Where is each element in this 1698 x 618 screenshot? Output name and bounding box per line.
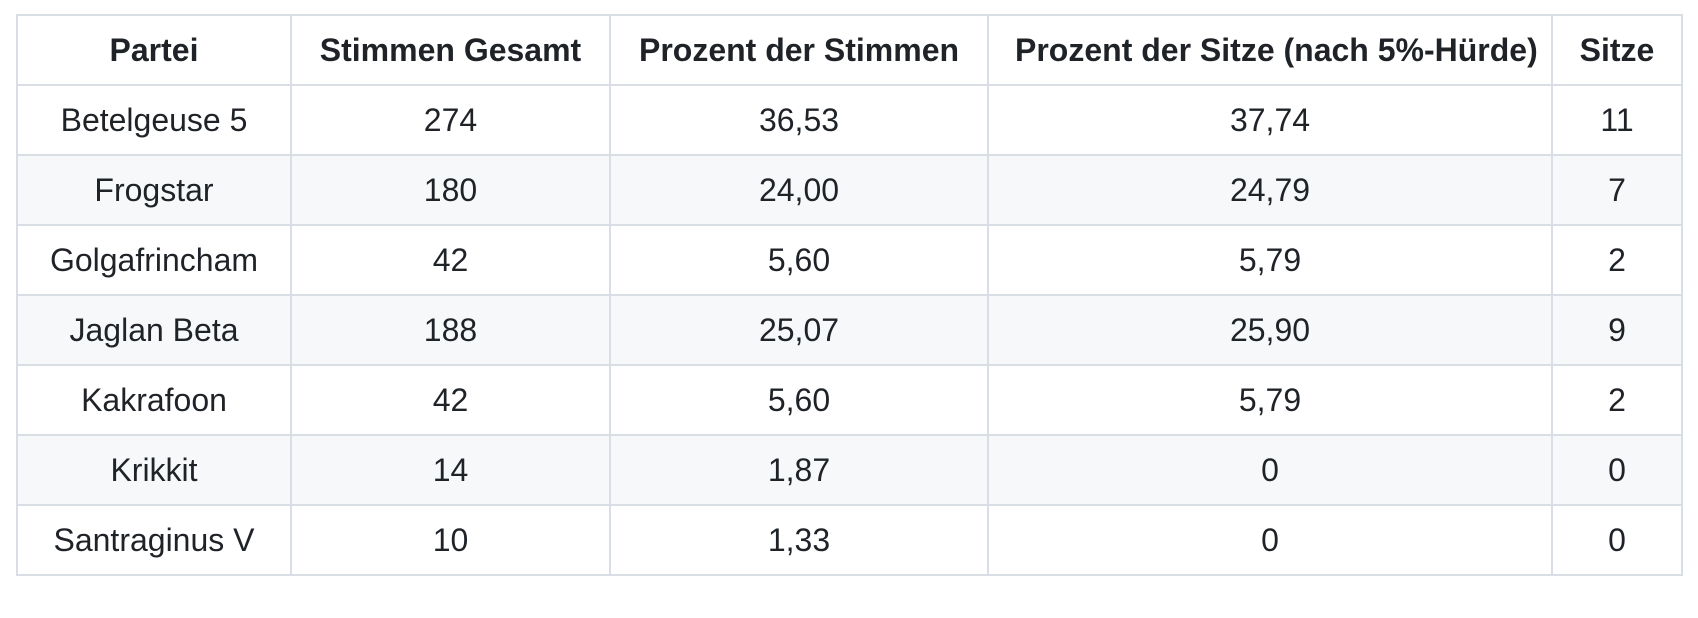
party-name-cell: Jaglan Beta [16,294,292,366]
party-name-cell: Betelgeuse 5 [16,84,292,156]
cell-prozent_der_stimmen: 1,87 [609,434,989,506]
cell-stimmen_gesamt: 42 [290,364,611,436]
cell-prozent_der_sitze: 37,74 [987,84,1553,156]
cell-prozent_der_sitze: 24,79 [987,154,1553,226]
cell-stimmen_gesamt: 188 [290,294,611,366]
party-name-cell: Golgafrincham [16,224,292,296]
table-row: Frogstar 180 24,00 24,79 7 [16,154,1683,226]
cell-sitze: 9 [1551,294,1683,366]
table-row: Santraginus V 10 1,33 0 0 [16,504,1683,576]
cell-prozent_der_sitze: 5,79 [987,364,1553,436]
cell-stimmen_gesamt: 180 [290,154,611,226]
cell-sitze: 2 [1551,224,1683,296]
cell-prozent_der_sitze: 0 [987,434,1553,506]
table-row: Kakrafoon 42 5,60 5,79 2 [16,364,1683,436]
party-name-cell: Krikkit [16,434,292,506]
cell-prozent_der_stimmen: 5,60 [609,364,989,436]
table-row: Betelgeuse 5 274 36,53 37,74 11 [16,84,1683,156]
cell-stimmen_gesamt: 274 [290,84,611,156]
cell-sitze: 2 [1551,364,1683,436]
cell-sitze: 11 [1551,84,1683,156]
column-header-prozent_der_stimmen: Prozent der Stimmen [609,14,989,86]
cell-stimmen_gesamt: 10 [290,504,611,576]
cell-prozent_der_sitze: 25,90 [987,294,1553,366]
table-row: Krikkit 14 1,87 0 0 [16,434,1683,506]
column-header-prozent_der_sitze: Prozent der Sitze (nach 5%-Hürde) [987,14,1553,86]
table-row: Golgafrincham 42 5,60 5,79 2 [16,224,1683,296]
cell-prozent_der_sitze: 5,79 [987,224,1553,296]
cell-sitze: 0 [1551,434,1683,506]
column-header-sitze: Sitze [1551,14,1683,86]
cell-prozent_der_stimmen: 1,33 [609,504,989,576]
cell-stimmen_gesamt: 42 [290,224,611,296]
header-row: Partei Stimmen Gesamt Prozent der Stimmen P… [16,14,1683,86]
party-name-cell: Kakrafoon [16,364,292,436]
column-header-stimmen_gesamt: Stimmen Gesamt [290,14,611,86]
party-name-cell: Santraginus V [16,504,292,576]
cell-prozent_der_stimmen: 36,53 [609,84,989,156]
cell-prozent_der_stimmen: 5,60 [609,224,989,296]
election-results-table: Partei Stimmen Gesamt Prozent der Stimmen P… [16,14,1683,576]
party-name-cell: Frogstar [16,154,292,226]
cell-prozent_der_sitze: 0 [987,504,1553,576]
cell-sitze: 0 [1551,504,1683,576]
cell-stimmen_gesamt: 14 [290,434,611,506]
cell-prozent_der_stimmen: 24,00 [609,154,989,226]
table-body: Betelgeuse 5 274 36,53 37,74 11 Frogstar 180 24… [16,84,1683,576]
table-row: Jaglan Beta 188 25,07 25,90 9 [16,294,1683,366]
column-header-partei: Partei [16,14,292,86]
cell-sitze: 7 [1551,154,1683,226]
cell-prozent_der_stimmen: 25,07 [609,294,989,366]
